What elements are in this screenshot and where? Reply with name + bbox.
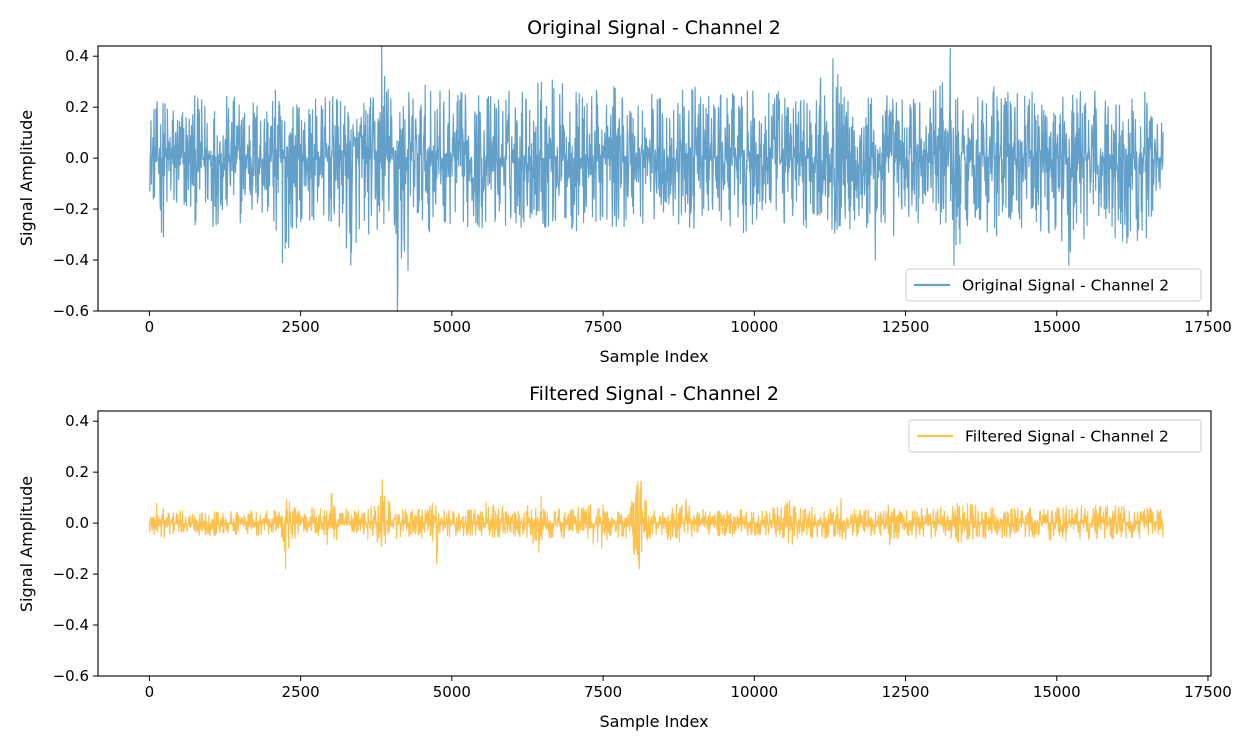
series-line-filtered [148,479,1164,570]
x-tick-label: 10000 [730,683,778,701]
y-tick-label: −0.4 [53,251,89,269]
plot-frame [97,410,1212,677]
tick-group: 0 2500 5000 7500 10000 12500 15000 17500 −0.6 −0.… [53,412,1232,701]
legend-label-original: Original Signal - Channel 2 [962,277,1169,295]
x-tick-label: 10000 [730,318,778,336]
legend-label-filtered: Filtered Signal - Channel 2 [965,428,1169,446]
chart-title: Filtered Signal - Channel 2 [529,383,779,405]
y-axis-label: Signal Amplitude [17,476,36,612]
x-tick-label: 7500 [584,318,622,336]
legend: Filtered Signal - Channel 2 [908,419,1202,453]
series-line-original [148,46,1164,311]
y-tick-label: −0.6 [53,667,89,685]
legend: Original Signal - Channel 2 [905,268,1202,302]
plot-frame [97,45,1212,312]
y-tick-label: 0.2 [65,463,89,481]
x-tick-label: 12500 [882,318,930,336]
x-tick-label: 5000 [433,318,471,336]
y-tick-label: 0.4 [65,412,89,430]
subplot-filtered: Filtered Signal - Channel 2 Signal Ampli… [17,383,1232,731]
x-tick-label: 12500 [882,683,930,701]
y-tick-label: −0.2 [53,565,89,583]
chart-title: Original Signal - Channel 2 [527,17,781,39]
y-tick-label: 0.0 [65,514,89,532]
plot-area-clip [148,479,1164,570]
x-tick-label: 15000 [1033,318,1081,336]
x-tick-label: 0 [145,318,155,336]
y-tick-label: 0.2 [65,98,89,116]
y-tick-label: −0.4 [53,616,89,634]
tick-group: 0 2500 5000 7500 10000 12500 15000 17500 −0.6 −0.… [53,47,1232,336]
x-axis-label: Sample Index [599,347,708,366]
x-tick-label: 0 [145,683,155,701]
y-tick-label: −0.6 [53,302,89,320]
subplot-original: Original Signal - Channel 2 Signal Ampli… [17,17,1232,366]
y-tick-label: 0.4 [65,47,89,65]
x-tick-label: 5000 [433,683,471,701]
x-tick-label: 7500 [584,683,622,701]
y-axis-label: Signal Amplitude [17,110,36,246]
x-tick-label: 17500 [1184,318,1232,336]
legend-box [908,419,1202,453]
x-tick-label: 17500 [1184,683,1232,701]
y-tick-label: −0.2 [53,200,89,218]
x-tick-label: 2500 [282,318,320,336]
x-tick-label: 2500 [282,683,320,701]
legend-box [905,268,1202,302]
x-axis-label: Sample Index [599,712,708,731]
y-tick-label: 0.0 [65,149,89,167]
plot-area-clip [148,46,1164,311]
x-tick-label: 15000 [1033,683,1081,701]
